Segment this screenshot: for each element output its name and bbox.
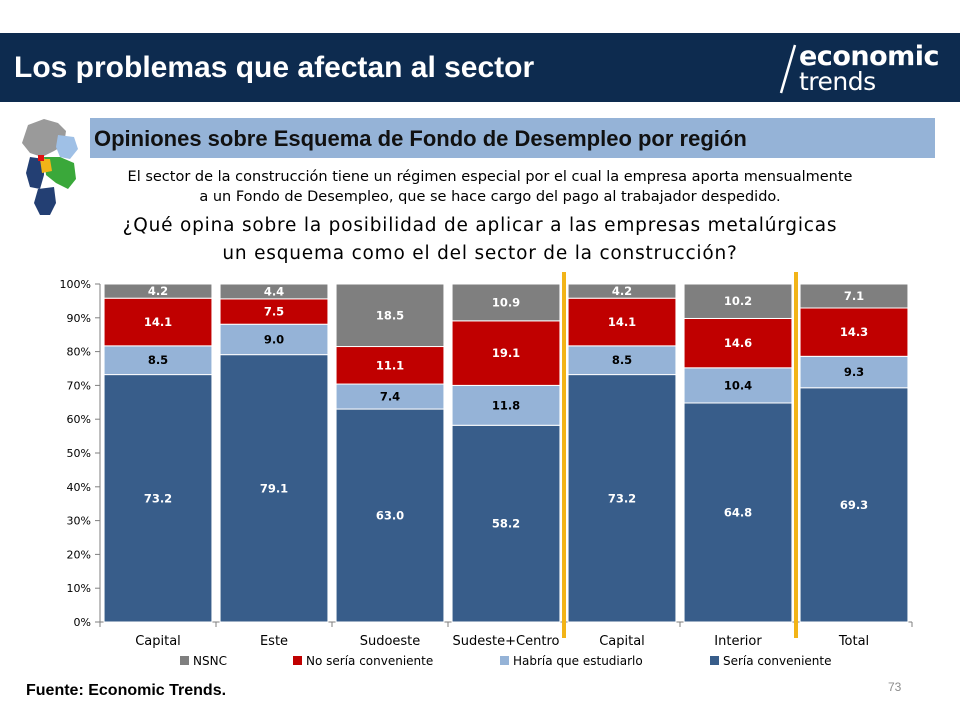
y-tick-label: 60% <box>67 413 91 426</box>
bar-segment <box>799 307 909 357</box>
description-line: a un Fondo de Desempleo, que se hace car… <box>199 189 781 205</box>
data-label: 7.4 <box>380 390 400 404</box>
y-tick-label: 90% <box>67 312 91 325</box>
question-line: un esquema como el del sector de la cons… <box>222 243 738 264</box>
subtitle-bar: Opiniones sobre Esquema de Fondo de Dese… <box>90 118 935 158</box>
data-label: 10.9 <box>492 295 520 309</box>
bar-segment <box>335 383 445 410</box>
description-text: El sector de la construcción tiene un ré… <box>80 167 900 207</box>
data-label: 14.3 <box>840 325 868 339</box>
bar-segment <box>103 374 213 623</box>
survey-question: ¿Qué opina sobre la posibilidad de aplic… <box>60 212 900 268</box>
description-line: El sector de la construcción tiene un ré… <box>127 169 853 185</box>
data-label: 14.6 <box>724 336 752 350</box>
bar-segment <box>451 320 561 386</box>
y-tick-label: 10% <box>67 582 91 595</box>
bar-segment <box>219 283 329 300</box>
data-label: 19.1 <box>492 346 520 360</box>
data-label: 8.5 <box>612 353 632 367</box>
legend-label: Sería conveniente <box>723 654 831 668</box>
logo-slash-icon <box>779 44 797 94</box>
bar-segment <box>219 323 329 356</box>
x-category-label: Capital <box>599 634 645 649</box>
data-label: 11.1 <box>376 358 404 372</box>
x-category-label: Sudoeste <box>360 634 421 649</box>
data-label: 4.4 <box>264 284 284 298</box>
bar-segment <box>335 283 445 348</box>
bar-segment <box>335 408 445 623</box>
bar-segment <box>567 374 677 623</box>
argentina-regions-map-icon <box>22 119 78 215</box>
legend-label: No sería conveniente <box>306 654 433 668</box>
data-label: 69.3 <box>840 498 868 512</box>
chart-subtitle: Opiniones sobre Esquema de Fondo de Dese… <box>94 126 747 151</box>
bar-segment <box>335 346 445 385</box>
data-label: 64.8 <box>724 505 752 519</box>
data-label: 18.5 <box>376 308 404 322</box>
y-tick-label: 20% <box>67 548 91 561</box>
data-label: 7.1 <box>844 289 864 303</box>
y-tick-label: 0% <box>74 616 91 629</box>
bar-segment <box>103 297 213 347</box>
bar-segment <box>451 283 561 322</box>
y-tick-label: 70% <box>67 379 91 392</box>
x-category-label: Este <box>260 634 288 649</box>
data-label: 9.3 <box>844 365 864 379</box>
bar-segment <box>799 355 909 389</box>
stacked-bar-chart: 0% 10% 20% 30% 40% 50% 60% 70% 80% 90% 100% Capital… <box>60 272 913 668</box>
bar-segment <box>219 298 329 325</box>
data-label: 58.2 <box>492 517 520 531</box>
bar-segment <box>567 297 677 347</box>
data-label: 14.1 <box>608 315 636 329</box>
data-label: 73.2 <box>608 491 636 505</box>
data-label: 14.1 <box>144 315 172 329</box>
x-category-label: Capital <box>135 634 181 649</box>
header-bar: Los problemas que afectan al sector econ… <box>0 33 960 102</box>
logo-text-bottom: trends <box>799 67 876 96</box>
bar-segment <box>103 283 213 299</box>
bar-segment <box>683 283 793 319</box>
data-label: 8.5 <box>148 353 168 367</box>
data-label: 4.2 <box>612 284 632 298</box>
data-label: 73.2 <box>144 491 172 505</box>
legend-swatch <box>293 656 302 665</box>
y-tick-label: 100% <box>60 278 91 291</box>
bar-segment <box>799 283 909 309</box>
y-tick-label: 50% <box>67 447 91 460</box>
data-label: 4.2 <box>148 284 168 298</box>
bar-segment <box>451 384 561 426</box>
bar-segment <box>451 424 561 623</box>
bar-segment <box>219 354 329 623</box>
y-tick-label: 40% <box>67 481 91 494</box>
legend-swatch <box>710 656 719 665</box>
legend-swatch <box>500 656 509 665</box>
x-category-label: Interior <box>714 634 762 649</box>
x-category-label: Sudeste+Centro <box>453 634 560 649</box>
source-note: Fuente: Economic Trends. <box>26 682 227 699</box>
data-label: 79.1 <box>260 481 288 495</box>
y-tick-label: 80% <box>67 346 91 359</box>
bar-segment <box>567 283 677 299</box>
data-label: 9.0 <box>264 332 284 346</box>
legend-label: Habría que estudiarlo <box>513 654 643 668</box>
bar-segment <box>103 345 213 376</box>
y-tick-label: 30% <box>67 515 91 528</box>
data-label: 10.2 <box>724 294 752 308</box>
page-number: 73 <box>888 680 902 694</box>
x-category-label: Total <box>838 634 869 649</box>
legend-label: NSNC <box>193 654 227 668</box>
economic-trends-logo: economic trends <box>775 41 950 96</box>
question-line: ¿Qué opina sobre la posibilidad de aplic… <box>122 215 838 236</box>
data-label: 63.0 <box>376 509 404 523</box>
logo-text-top: economic <box>799 41 940 72</box>
data-label: 11.8 <box>492 398 520 412</box>
page-title: Los problemas que afectan al sector <box>14 51 535 84</box>
bar-segment <box>683 402 793 623</box>
bar-segment <box>799 387 909 623</box>
data-label: 7.5 <box>264 305 284 319</box>
bar-segment <box>683 367 793 404</box>
data-label: 10.4 <box>724 378 752 392</box>
legend-swatch <box>180 656 189 665</box>
